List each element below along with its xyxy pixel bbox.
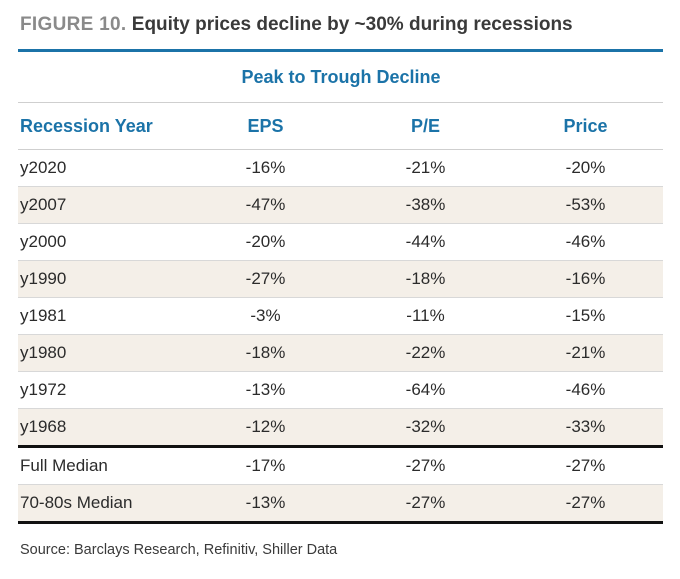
table-row: y1972 -13% -64% -46% xyxy=(18,371,664,409)
column-header-eps: EPS xyxy=(188,102,343,150)
top-rule xyxy=(18,49,663,52)
cell-price: -27% xyxy=(508,446,664,485)
cell-price: -53% xyxy=(508,186,664,224)
summary-row: 70-80s Median -13% -27% -27% xyxy=(18,484,664,524)
table-row: y2020 -16% -21% -20% xyxy=(18,149,664,187)
cell-pe: -38% xyxy=(343,186,508,224)
cell-year: y2000 xyxy=(18,223,188,261)
cell-eps: -17% xyxy=(188,446,343,485)
cell-summary-label: 70-80s Median xyxy=(18,484,188,524)
cell-pe: -27% xyxy=(343,446,508,485)
column-header-year: Recession Year xyxy=(18,102,188,150)
figure: FIGURE 10. Equity prices decline by ~30%… xyxy=(18,14,664,558)
figure-title-text: Equity prices decline by ~30% during rec… xyxy=(131,14,573,35)
cell-year: y2020 xyxy=(18,149,188,187)
cell-year: y2007 xyxy=(18,186,188,224)
cell-pe: -21% xyxy=(343,149,508,187)
cell-pe: -27% xyxy=(343,484,508,524)
column-header-row: Recession Year EPS P/E Price xyxy=(18,102,664,150)
cell-price: -20% xyxy=(508,149,664,187)
cell-summary-label: Full Median xyxy=(18,446,188,485)
cell-eps: -12% xyxy=(188,408,343,448)
cell-year: y1990 xyxy=(18,260,188,298)
cell-price: -15% xyxy=(508,297,664,335)
cell-eps: -18% xyxy=(188,334,343,372)
cell-eps: -13% xyxy=(188,371,343,409)
cell-year: y1980 xyxy=(18,334,188,372)
table-row: y1968 -12% -32% -33% xyxy=(18,408,664,448)
table-row: y1981 -3% -11% -15% xyxy=(18,297,664,335)
group-header-row: Peak to Trough Decline xyxy=(18,52,664,103)
table-row: y2000 -20% -44% -46% xyxy=(18,223,664,261)
cell-price: -27% xyxy=(508,484,664,524)
cell-pe: -11% xyxy=(343,297,508,335)
summary-row: Full Median -17% -27% -27% xyxy=(18,446,664,485)
column-header-pe: P/E xyxy=(343,102,508,150)
figure-number: FIGURE 10. xyxy=(20,14,127,35)
cell-price: -33% xyxy=(508,408,664,448)
cell-pe: -22% xyxy=(343,334,508,372)
table-row: y1980 -18% -22% -21% xyxy=(18,334,664,372)
cell-pe: -64% xyxy=(343,371,508,409)
source-note: Source: Barclays Research, Refinitiv, Sh… xyxy=(20,542,338,558)
cell-eps: -27% xyxy=(188,260,343,298)
cell-year: y1981 xyxy=(18,297,188,335)
cell-pe: -18% xyxy=(343,260,508,298)
table-row: y2007 -47% -38% -53% xyxy=(18,186,664,224)
cell-price: -46% xyxy=(508,371,664,409)
cell-price: -16% xyxy=(508,260,664,298)
cell-eps: -47% xyxy=(188,186,343,224)
cell-pe: -44% xyxy=(343,223,508,261)
cell-eps: -3% xyxy=(188,297,343,335)
group-header: Peak to Trough Decline xyxy=(188,52,664,103)
cell-eps: -16% xyxy=(188,149,343,187)
cell-price: -21% xyxy=(508,334,664,372)
recession-table: Peak to Trough Decline Recession Year EP… xyxy=(18,52,664,524)
group-header-spacer xyxy=(18,52,188,103)
cell-pe: -32% xyxy=(343,408,508,448)
cell-eps: -20% xyxy=(188,223,343,261)
column-header-price: Price xyxy=(508,102,664,150)
cell-price: -46% xyxy=(508,223,664,261)
cell-year: y1968 xyxy=(18,408,188,448)
cell-eps: -13% xyxy=(188,484,343,524)
cell-year: y1972 xyxy=(18,371,188,409)
table-row: y1990 -27% -18% -16% xyxy=(18,260,664,298)
figure-title: FIGURE 10. Equity prices decline by ~30%… xyxy=(20,14,664,36)
